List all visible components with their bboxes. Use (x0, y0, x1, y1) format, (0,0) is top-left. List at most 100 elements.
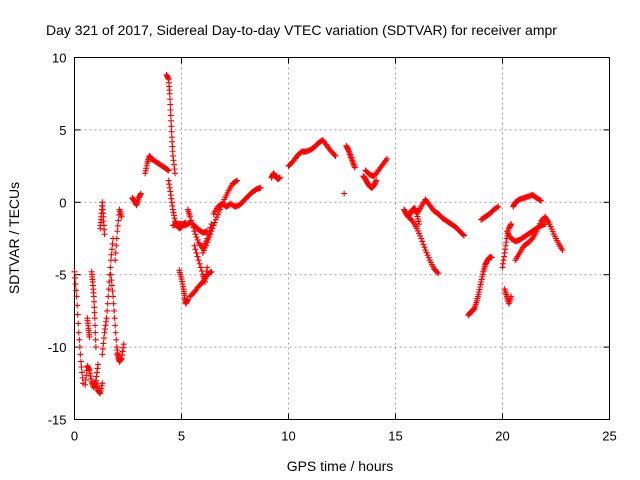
data-point (92, 336, 99, 343)
data-point (167, 101, 174, 108)
y-tick-label: 0 (59, 195, 66, 210)
data-point (104, 300, 111, 307)
data-point (276, 174, 283, 181)
data-point (71, 268, 78, 275)
data-point (206, 234, 213, 241)
data-point (108, 251, 115, 258)
data-point (538, 197, 545, 204)
data-point (100, 335, 107, 342)
data-point (101, 231, 108, 238)
data-point (112, 249, 119, 256)
data-point (187, 213, 194, 220)
data-point (205, 236, 212, 243)
data-point (77, 358, 84, 365)
data-point (197, 264, 204, 271)
data-point (508, 293, 515, 300)
y-tick-label: 5 (59, 123, 66, 138)
data-point (167, 106, 174, 113)
data-point (137, 190, 144, 197)
x-tick-label: 15 (388, 429, 402, 444)
data-point (165, 167, 172, 174)
series-track13 (163, 71, 179, 177)
series-track34 (501, 286, 515, 307)
data-point (95, 361, 102, 368)
y-tick-label: 10 (52, 51, 66, 66)
series-track30 (413, 196, 467, 239)
data-point (495, 203, 502, 210)
series-track29 (405, 213, 442, 277)
data-point (168, 123, 175, 130)
series-track2 (82, 361, 102, 391)
data-point (193, 234, 200, 241)
data-point (92, 344, 99, 351)
data-point (109, 287, 116, 294)
data-point (435, 270, 442, 277)
data-point (100, 340, 107, 347)
series-track8 (107, 271, 123, 365)
data-point (204, 264, 211, 271)
data-point (191, 228, 198, 235)
data-point (494, 204, 501, 211)
data-point (204, 239, 211, 246)
x-tick-label: 10 (281, 429, 295, 444)
data-point (108, 246, 115, 253)
x-tick-label: 5 (178, 429, 185, 444)
data-point (164, 166, 171, 173)
data-point (168, 117, 175, 124)
data-point (419, 238, 426, 245)
data-point (189, 221, 196, 228)
data-point (109, 240, 116, 247)
series-track32 (478, 203, 502, 223)
data-point (192, 246, 199, 253)
x-tick-label: 0 (71, 429, 78, 444)
data-point (91, 309, 98, 316)
data-point (168, 128, 175, 135)
data-point (104, 307, 111, 314)
data-point (92, 322, 99, 329)
data-point (75, 329, 82, 336)
data-point (111, 307, 118, 314)
data-point (166, 96, 173, 103)
data-point (194, 236, 201, 243)
x-axis-label: GPS time / hours (287, 458, 394, 474)
data-point (508, 221, 515, 228)
grid (74, 57, 610, 420)
data-point (108, 282, 115, 289)
data-point (351, 164, 358, 171)
series-track5 (92, 380, 106, 397)
data-point (103, 315, 110, 322)
data-point (382, 157, 389, 164)
data-point (416, 221, 423, 228)
data-point (92, 329, 99, 336)
series-track25 (343, 142, 358, 171)
data-point (112, 257, 119, 264)
series-track4 (88, 268, 99, 351)
data-point (418, 235, 425, 242)
data-point (460, 232, 467, 239)
data-points (71, 71, 566, 397)
series-track27 (362, 155, 390, 180)
series-track3 (84, 315, 93, 340)
data-point (208, 268, 215, 275)
data-point (257, 184, 264, 191)
data-point (196, 260, 203, 267)
data-point (434, 269, 441, 276)
data-point (207, 231, 214, 238)
data-point (90, 293, 97, 300)
data-point (234, 177, 241, 184)
data-point (420, 241, 427, 248)
data-point (72, 274, 79, 281)
data-point (107, 264, 114, 271)
data-point (536, 197, 543, 204)
data-point (559, 247, 566, 254)
data-point (105, 286, 112, 293)
data-point (111, 315, 118, 322)
data-point (459, 231, 466, 238)
series-track31 (465, 254, 495, 319)
series-track18 (187, 268, 215, 300)
series-track20 (199, 177, 241, 256)
series-track10 (114, 341, 127, 365)
data-point (110, 293, 117, 300)
data-point (211, 219, 218, 226)
data-point (209, 225, 216, 232)
